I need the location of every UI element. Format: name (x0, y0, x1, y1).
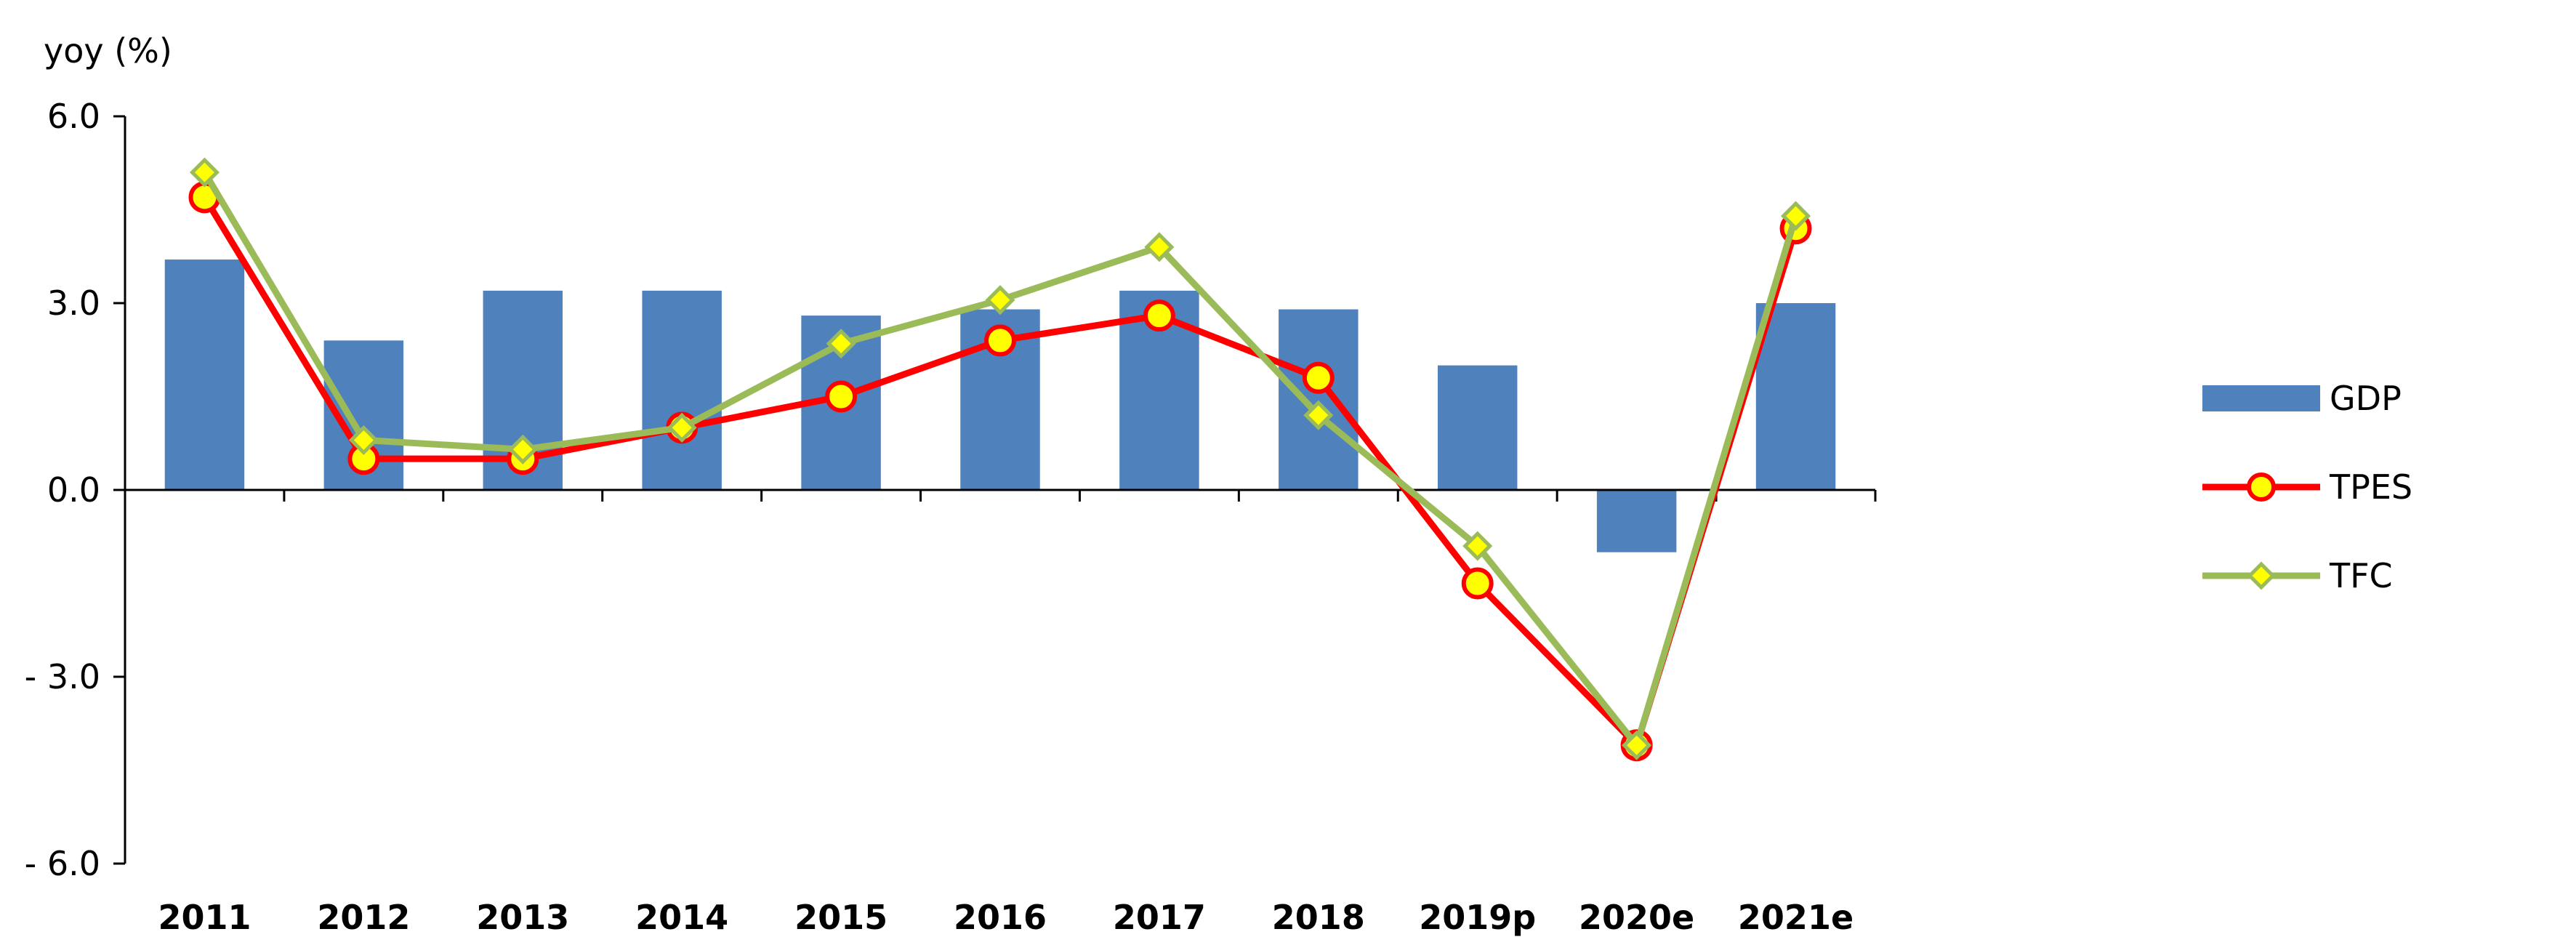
tfc-point-2018 (1303, 400, 1334, 430)
x-tick-label-2016: 2016 (954, 898, 1047, 937)
x-tick-label-2019p: 2019p (1419, 898, 1536, 937)
tfc-point-2019p (1462, 531, 1493, 561)
tpes-point-2018 (1302, 361, 1335, 394)
axes (113, 115, 1877, 865)
axis-labels: 6.0 3.0 0.0 - 3.0 - 6.0 2011 2012 2013 2014 2015 2… (25, 31, 1854, 937)
y-tick-label: 3.0 (47, 284, 100, 323)
tpes-point-2019p (1461, 567, 1494, 600)
tfc-point-2020e (1622, 730, 1652, 760)
tpes-point-2017 (1143, 299, 1175, 332)
tfc-point-2016 (985, 285, 1015, 315)
tfc-point-2021e (1781, 201, 1811, 231)
line-series (188, 157, 1812, 762)
legend-marker-tfc (2247, 561, 2276, 590)
x-tick-label-2020e: 2020e (1579, 898, 1694, 937)
legend-label-gdp: GDP (2330, 379, 2402, 418)
tfc-point-2015 (826, 329, 856, 359)
x-tick-label-2021e: 2021e (1738, 898, 1853, 937)
tpes-point-2015 (825, 380, 858, 413)
x-tick-label-2013: 2013 (476, 898, 569, 937)
legend-label-tfc: TFC (2329, 556, 2393, 595)
tfc-point-2017 (1144, 232, 1175, 262)
x-tick-label-2015: 2015 (794, 898, 887, 937)
legend-label-tpes: TPES (2329, 467, 2412, 507)
tfc-point-2012 (348, 425, 379, 456)
tfc-point-2011 (189, 157, 220, 188)
legend-swatch-gdp (2202, 385, 2320, 411)
y-tick-label: - 3.0 (25, 657, 100, 696)
tfc-point-2013 (507, 434, 538, 465)
y-unit-label: yoy (%) (44, 31, 172, 71)
legend: GDP TPES TFC (2202, 379, 2412, 595)
tfc-point-2014 (667, 412, 697, 443)
gdp-bar-2019p (1438, 365, 1518, 490)
gdp-bar-2020e (1596, 490, 1677, 552)
y-tick-label: 6.0 (47, 97, 100, 136)
tpes-point-2016 (984, 324, 1016, 357)
gdp-bar-2021e (1755, 303, 1836, 490)
x-tick-label-2018: 2018 (1272, 898, 1365, 937)
gdp-bar-2018 (1279, 309, 1359, 490)
y-tick-label: - 6.0 (25, 844, 100, 883)
gdp-bar-2011 (164, 260, 245, 490)
y-tick-label: 0.0 (47, 470, 100, 510)
gdp-bar-2014 (642, 290, 722, 490)
legend-marker-tpes (2247, 472, 2276, 502)
x-tick-label-2017: 2017 (1113, 898, 1206, 937)
x-tick-label-2014: 2014 (635, 898, 728, 937)
x-tick-label-2012: 2012 (317, 898, 410, 937)
x-tick-label-2011: 2011 (158, 898, 251, 937)
